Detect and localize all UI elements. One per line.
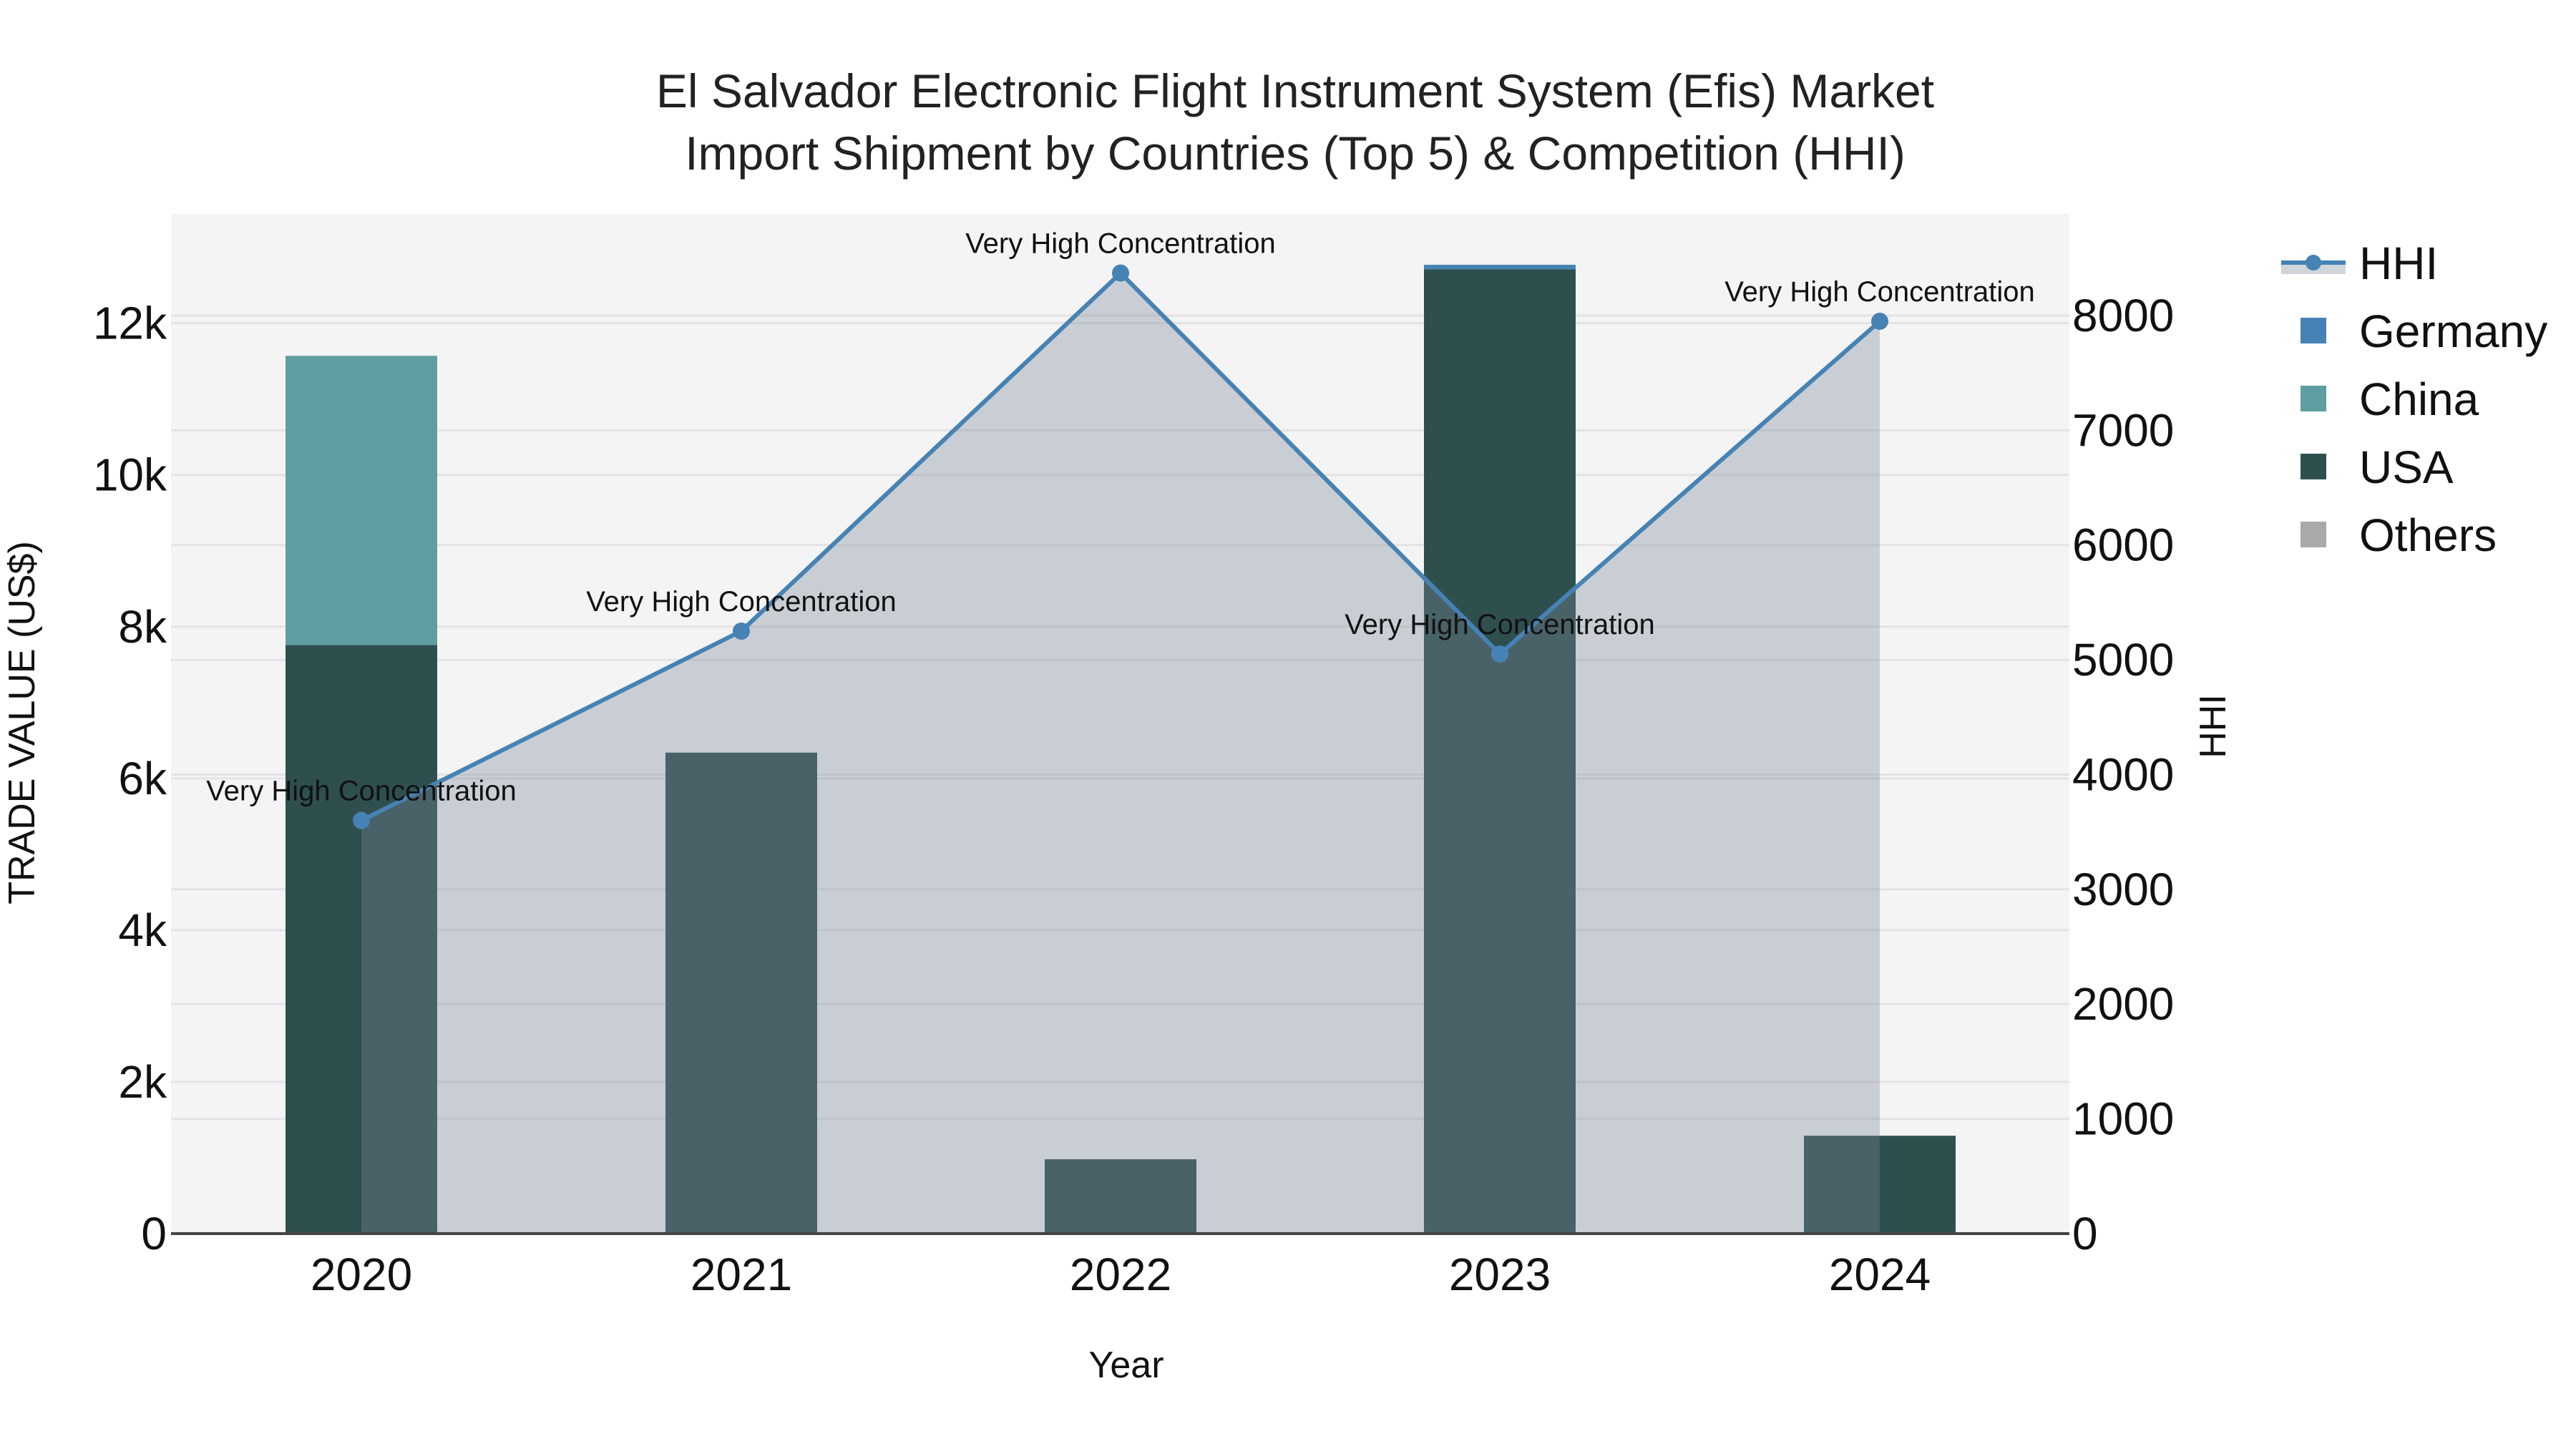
bar-usa-2023 [1424,269,1576,1234]
y-tick-label: 10k [93,449,167,501]
bars [286,265,1956,1234]
bar-usa-2020 [286,645,437,1234]
y2-tick-label: 5000 [2072,634,2174,686]
legend-label: HHI [2359,238,2438,289]
legend-label: Others [2359,509,2497,561]
legend-label: USA [2359,441,2454,493]
hhi-marker-2024 [1871,312,1888,330]
annotations: Very High Concentration Very High Concent… [206,228,2035,807]
y2-tick-label: 1000 [2072,1093,2174,1145]
y2-tick-label: 6000 [2072,519,2174,571]
y-axis-ticks: 0 2k 4k 6k 8k 10k 12k [93,298,167,1259]
line-marker-icon [2281,255,2346,274]
bar-usa-2022 [1045,1159,1196,1234]
chart-title-line-2: Import Shipment by Countries (Top 5) & C… [685,127,1906,180]
x-axis-ticks: 2020 2021 2022 2023 2024 [311,1249,1931,1300]
y2-axis-title: HHI [2192,694,2234,758]
y2-tick-label: 7000 [2072,404,2174,456]
bar-usa-2021 [665,752,817,1234]
x-tick-label: 2022 [1070,1249,1171,1300]
y2-axis-ticks: 0 1000 2000 3000 4000 5000 6000 7000 8000 [2072,290,2174,1259]
color-swatch-icon [2301,454,2326,479]
y-tick-label: 8k [118,601,167,653]
legend-item-usa[interactable]: USA [2301,441,2454,493]
y-tick-label: 2k [118,1056,167,1108]
hhi-marker-2022 [1112,264,1129,282]
legend-item-others[interactable]: Others [2301,509,2497,561]
x-tick-label: 2024 [1829,1249,1931,1300]
color-swatch-icon [2301,386,2326,411]
legend-item-hhi[interactable]: HHI [2281,238,2438,289]
y2-tick-label: 3000 [2072,864,2174,915]
y-tick-label: 6k [118,753,167,804]
y-tick-label: 12k [93,298,167,349]
x-tick-label: 2021 [691,1249,792,1300]
x-tick-label: 2020 [311,1249,412,1300]
bar-usa-2024 [1804,1136,1956,1234]
x-tick-label: 2023 [1449,1249,1551,1300]
legend-item-germany[interactable]: Germany [2301,306,2547,357]
bar-germany-2023 [1424,265,1576,270]
hhi-marker-2021 [733,622,750,640]
legend: HHI Germany China USA Others [2281,238,2547,561]
annotation-2021: Very High Concentration [586,586,897,618]
bar-china-2020 [286,356,437,645]
color-swatch-icon [2301,522,2326,547]
x-axis-title: Year [1088,1345,1163,1386]
chart-title-line-1: El Salvador Electronic Flight Instrument… [656,64,1934,117]
hhi-marker-2020 [353,811,370,829]
color-swatch-icon [2301,318,2326,343]
plot-area [171,214,2069,1234]
y-axis-title: TRADE VALUE (US$) [1,541,43,904]
annotation-2022: Very High Concentration [965,228,1276,260]
legend-label: Germany [2359,306,2547,357]
gridlines [171,314,2069,1121]
legend-label: China [2359,374,2479,425]
legend-item-china[interactable]: China [2301,374,2479,425]
y2-tick-label: 8000 [2072,290,2174,341]
y2-tick-label: 2000 [2072,978,2174,1030]
hhi-line [353,264,1888,829]
annotation-2020: Very High Concentration [206,776,517,807]
y2-tick-label: 4000 [2072,748,2174,800]
annotation-2024: Very High Concentration [1724,276,2035,308]
y-tick-label: 4k [118,904,167,956]
y2-tick-label: 0 [2072,1208,2098,1259]
annotation-2023: Very High Concentration [1345,609,1655,640]
hhi-marker-2023 [1491,645,1508,663]
y-tick-label: 0 [141,1208,167,1259]
hhi-area [361,273,1880,1234]
